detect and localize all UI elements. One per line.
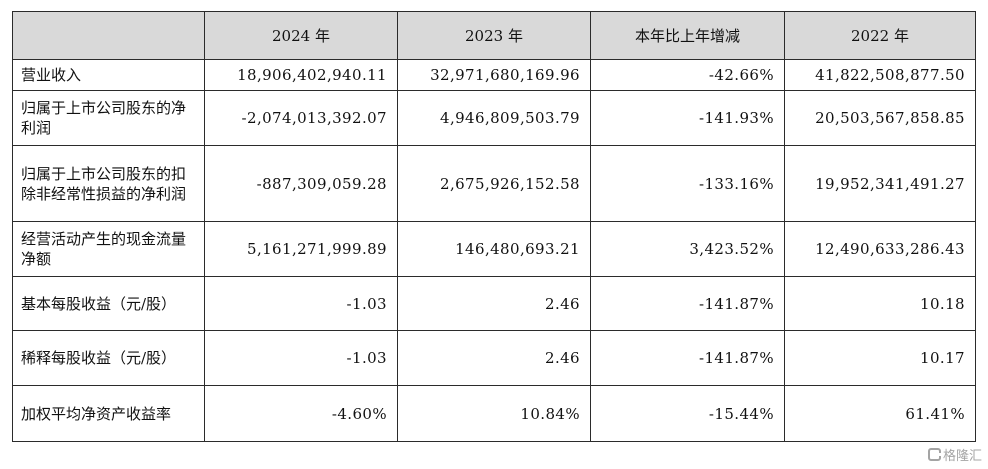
header-cell-2024: 2024 年 (204, 11, 398, 60)
cell-change: -141.87% (590, 276, 785, 331)
watermark-text: 格隆汇 (942, 449, 982, 464)
table-header-row: 2024 年 2023 年 本年比上年增减 2022 年 (12, 11, 976, 60)
cell-2022: 20,503,567,858.85 (784, 90, 976, 146)
row-label: 稀释每股收益（元/股） (12, 330, 205, 386)
cell-2023: 2.46 (397, 330, 591, 386)
cell-change: -42.66% (590, 59, 785, 91)
table-row: 经营活动产生的现金流量净额 5,161,271,999.89 146,480,6… (12, 221, 976, 277)
cell-2024: -887,309,059.28 (204, 145, 398, 222)
cell-change: -133.16% (590, 145, 785, 222)
row-label: 加权平均净资产收益率 (12, 385, 205, 442)
cell-2022: 10.18 (784, 276, 976, 331)
table-row: 加权平均净资产收益率 -4.60% 10.84% -15.44% 61.41% (12, 385, 976, 442)
cell-2023: 4,946,809,503.79 (397, 90, 591, 146)
financial-summary-table: 2024 年 2023 年 本年比上年增减 2022 年 营业收入 18,906… (12, 11, 976, 442)
cell-2023: 10.84% (397, 385, 591, 442)
cell-2023: 2,675,926,152.58 (397, 145, 591, 222)
cell-2022: 19,952,341,491.27 (784, 145, 976, 222)
cell-change: -141.93% (590, 90, 785, 146)
header-cell-2022: 2022 年 (784, 11, 976, 60)
cell-2022: 12,490,633,286.43 (784, 221, 976, 277)
cell-2022: 10.17 (784, 330, 976, 386)
cell-change: 3,423.52% (590, 221, 785, 277)
watermark: 格隆汇 (927, 445, 982, 464)
cell-2023: 146,480,693.21 (397, 221, 591, 277)
header-cell-change: 本年比上年增减 (590, 11, 785, 60)
table-row: 营业收入 18,906,402,940.11 32,971,680,169.96… (12, 59, 976, 91)
cell-2024: -1.03 (204, 276, 398, 331)
cell-2024: -4.60% (204, 385, 398, 442)
row-label: 经营活动产生的现金流量净额 (12, 221, 205, 277)
cell-2023: 32,971,680,169.96 (397, 59, 591, 91)
cell-2024: 18,906,402,940.11 (204, 59, 398, 91)
cell-2022: 61.41% (784, 385, 976, 442)
table-row: 基本每股收益（元/股） -1.03 2.46 -141.87% 10.18 (12, 276, 976, 331)
watermark-logo-icon (927, 448, 941, 461)
cell-2022: 41,822,508,877.50 (784, 59, 976, 91)
table-row: 归属于上市公司股东的净利润 -2,074,013,392.07 4,946,80… (12, 90, 976, 146)
row-label: 归属于上市公司股东的净利润 (12, 90, 205, 146)
cell-2024: -2,074,013,392.07 (204, 90, 398, 146)
header-cell-blank (12, 11, 205, 60)
row-label: 营业收入 (12, 59, 205, 91)
table-row: 归属于上市公司股东的扣除非经常性损益的净利润 -887,309,059.28 2… (12, 145, 976, 222)
cell-2024: -1.03 (204, 330, 398, 386)
table-row: 稀释每股收益（元/股） -1.03 2.46 -141.87% 10.17 (12, 330, 976, 386)
cell-2023: 2.46 (397, 276, 591, 331)
cell-change: -141.87% (590, 330, 785, 386)
header-cell-2023: 2023 年 (397, 11, 591, 60)
row-label: 基本每股收益（元/股） (12, 276, 205, 331)
cell-change: -15.44% (590, 385, 785, 442)
row-label: 归属于上市公司股东的扣除非经常性损益的净利润 (12, 145, 205, 222)
cell-2024: 5,161,271,999.89 (204, 221, 398, 277)
